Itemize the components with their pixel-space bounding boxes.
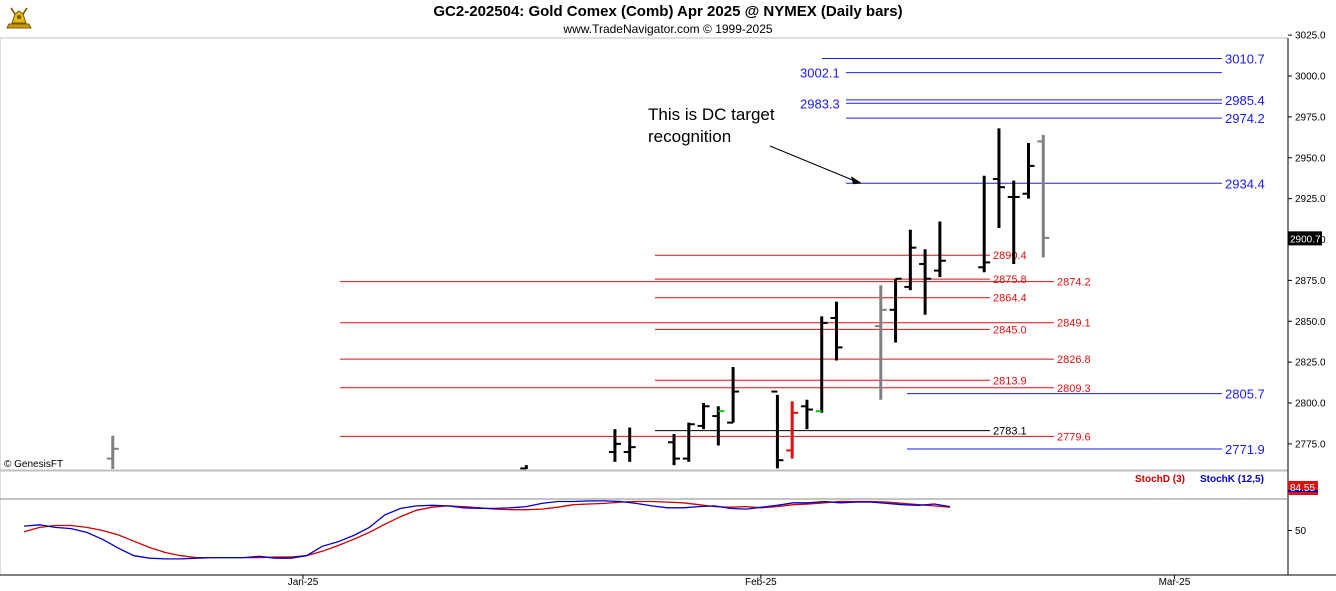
red-level-label: 2845.0 [993, 324, 1027, 336]
blue-level-label: 2771.9 [1225, 442, 1265, 457]
blue-level-label: 3002.1 [800, 66, 840, 81]
price-panel-frame [0, 37, 1289, 471]
red-level-label: 2779.6 [1057, 431, 1091, 443]
stoch-legend-k: StochK (12,5) [1200, 474, 1264, 485]
stoch-last-label: 84.55 [1290, 483, 1315, 494]
annotation-text-line1: This is DC target [648, 105, 775, 124]
red-level-label: 2890.4 [993, 250, 1027, 262]
x-tick-label: Jan-25 [288, 577, 319, 588]
stoch-tick-label: 50 [1295, 526, 1307, 537]
annotation-text-line2: recognition [648, 127, 731, 146]
red-level-label: 2813.9 [993, 375, 1027, 387]
y-tick-label: 3000.0 [1295, 72, 1326, 83]
blue-level-label: 3010.7 [1225, 52, 1265, 67]
blue-level-label: 2985.4 [1225, 93, 1265, 108]
last-price-label: 2900.7 [1290, 234, 1321, 245]
annotation-arrow-line [769, 145, 859, 183]
stoch-d-line [23, 500, 951, 559]
y-tick-label: 3025.0 [1295, 31, 1326, 42]
x-tick-label: Feb-25 [745, 577, 777, 588]
blue-level-label: 2805.7 [1225, 387, 1265, 402]
last-price-box [1288, 231, 1322, 246]
stoch-k-line [23, 500, 951, 560]
y-tick-label: 2875.0 [1295, 276, 1326, 287]
annotation-arrow-head [851, 176, 862, 185]
chart-subtitle: www.TradeNavigator.com © 1999-2025 [563, 22, 773, 36]
red-level-label: 2826.8 [1057, 354, 1091, 366]
blue-level-label: 2934.4 [1225, 176, 1265, 191]
chart-title: GC2-202504: Gold Comex (Comb) Apr 2025 @… [433, 3, 903, 20]
y-tick-label: 2925.0 [1295, 194, 1326, 205]
y-tick-label: 2800.0 [1295, 399, 1326, 410]
y-tick-label: 2975.0 [1295, 112, 1326, 123]
red-level-label: 2849.1 [1057, 318, 1091, 330]
stoch-legend-d: StochD (3) [1135, 474, 1185, 485]
blue-level-label: 2974.2 [1225, 111, 1265, 126]
y-tick-label: 2775.0 [1295, 439, 1326, 450]
gold-bull-logo-icon [3, 2, 35, 34]
chart-header: GC2-202504: Gold Comex (Comb) Apr 2025 @… [0, 0, 1336, 38]
red-level-label: 2809.3 [1057, 383, 1091, 395]
copyright-label: © GenesisFT [4, 459, 63, 470]
y-tick-label: 2950.0 [1295, 153, 1326, 164]
y-tick-label: 2850.0 [1295, 317, 1326, 328]
x-tick-label: Mar-25 [1159, 577, 1191, 588]
black-level-label: 2783.1 [993, 426, 1027, 438]
stoch-panel-frame [0, 470, 1289, 576]
blue-level-label: 2983.3 [800, 96, 840, 111]
red-level-label: 2875.8 [993, 274, 1027, 286]
y-tick-label: 2825.0 [1295, 358, 1326, 369]
red-level-label: 2874.2 [1057, 277, 1091, 289]
red-level-label: 2864.4 [993, 293, 1027, 305]
